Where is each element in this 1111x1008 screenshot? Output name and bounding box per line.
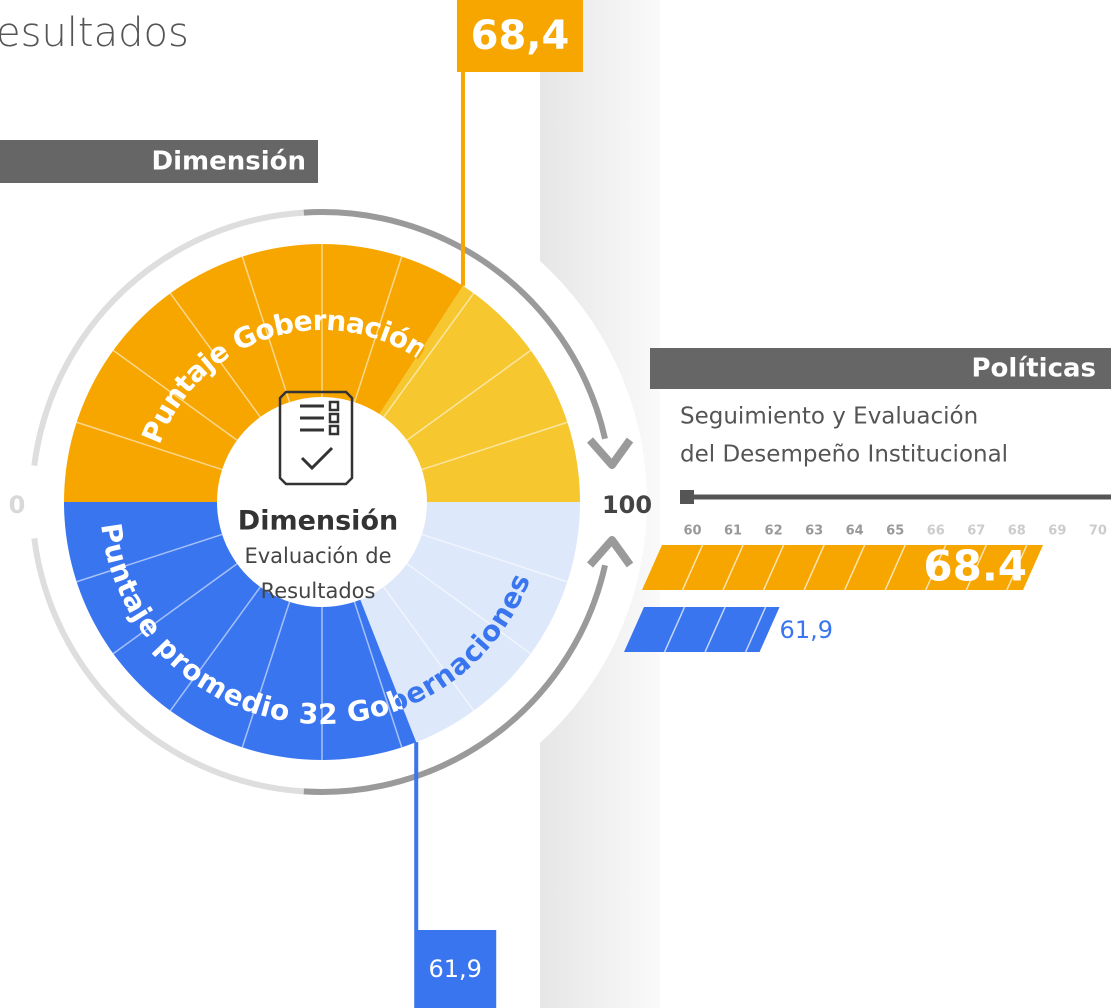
bar: [624, 607, 780, 652]
x-tick-label: 67: [967, 524, 985, 539]
bar: [642, 545, 1044, 590]
x-tick-label: 65: [886, 524, 904, 539]
segment-divider: [112, 349, 238, 441]
gauge-title: Dimensión: [238, 506, 398, 537]
x-tick-label: 63: [805, 524, 823, 539]
bar-divider: [884, 544, 906, 591]
bar-value-label: 68.4: [923, 542, 1027, 591]
segment-divider: [169, 292, 261, 418]
bar-value-label: 61,9: [780, 616, 833, 644]
segment-divider: [76, 533, 223, 583]
gauge-value: [64, 502, 417, 760]
segment-divider: [76, 421, 223, 471]
bar-subtitle: Seguimiento y Evaluación: [680, 404, 978, 430]
bar-divider: [663, 606, 686, 653]
segment-divider: [383, 586, 475, 712]
axis-marker: [680, 490, 694, 504]
bar-divider: [843, 544, 866, 591]
segment-divider: [241, 256, 291, 403]
page-title: Resultados: [0, 10, 189, 56]
bar-divider: [965, 544, 987, 591]
bar-divider: [681, 544, 704, 591]
segment-divider: [421, 533, 568, 583]
gauge-remainder: [379, 285, 580, 502]
gauge-tick-label: 0: [9, 491, 26, 519]
outer-ring: [303, 564, 608, 795]
section-bar: [0, 140, 318, 183]
bar-divider: [744, 606, 767, 653]
checklist-icon: [278, 390, 354, 486]
section-bar: [650, 348, 1111, 389]
bar-divider: [925, 544, 947, 591]
segment-divider: [241, 601, 291, 748]
x-tick-label: 64: [846, 524, 864, 539]
segment-divider: [421, 421, 568, 471]
segment-divider: [169, 586, 261, 712]
bar-subtitle: del Desempeño Institucional: [680, 442, 1008, 468]
section-label: Dimensión: [152, 147, 307, 177]
arrow-head: [586, 437, 634, 568]
segment-divider: [353, 601, 403, 748]
gauge-tick-label: 100: [602, 491, 652, 519]
segment-divider: [406, 563, 532, 655]
outer-ring: [303, 209, 608, 440]
gauge-subtitle: Resultados: [261, 579, 376, 603]
section-label: Políticas: [971, 354, 1096, 384]
x-tick-label: 70: [1089, 524, 1107, 539]
segment-divider: [383, 292, 475, 418]
bar-divider: [762, 544, 785, 591]
x-tick-label: 68: [1008, 524, 1026, 539]
segment-divider: [406, 349, 532, 441]
value-box: [456, 0, 583, 72]
x-tick-label: 69: [1048, 524, 1066, 539]
x-tick-label: 66: [927, 524, 945, 539]
outer-ring: [31, 537, 304, 795]
value-box: [414, 930, 497, 1008]
segment-divider: [353, 256, 403, 403]
bar-divider: [803, 544, 825, 591]
segment-divider: [112, 563, 238, 655]
bar-divider: [704, 606, 726, 653]
x-tick-label: 61: [724, 524, 742, 539]
outer-ring: [31, 209, 304, 467]
gauge-subtitle: Evaluación de: [244, 544, 391, 568]
value-label: 61,9: [429, 955, 482, 983]
bar-divider: [722, 544, 744, 591]
x-tick-label: 60: [683, 524, 701, 539]
gauge-remainder: [360, 502, 580, 743]
x-tick-label: 62: [765, 524, 783, 539]
gauge-value: [64, 243, 463, 502]
value-label: 68,4: [471, 13, 570, 59]
bar-divider: [1006, 544, 1028, 591]
